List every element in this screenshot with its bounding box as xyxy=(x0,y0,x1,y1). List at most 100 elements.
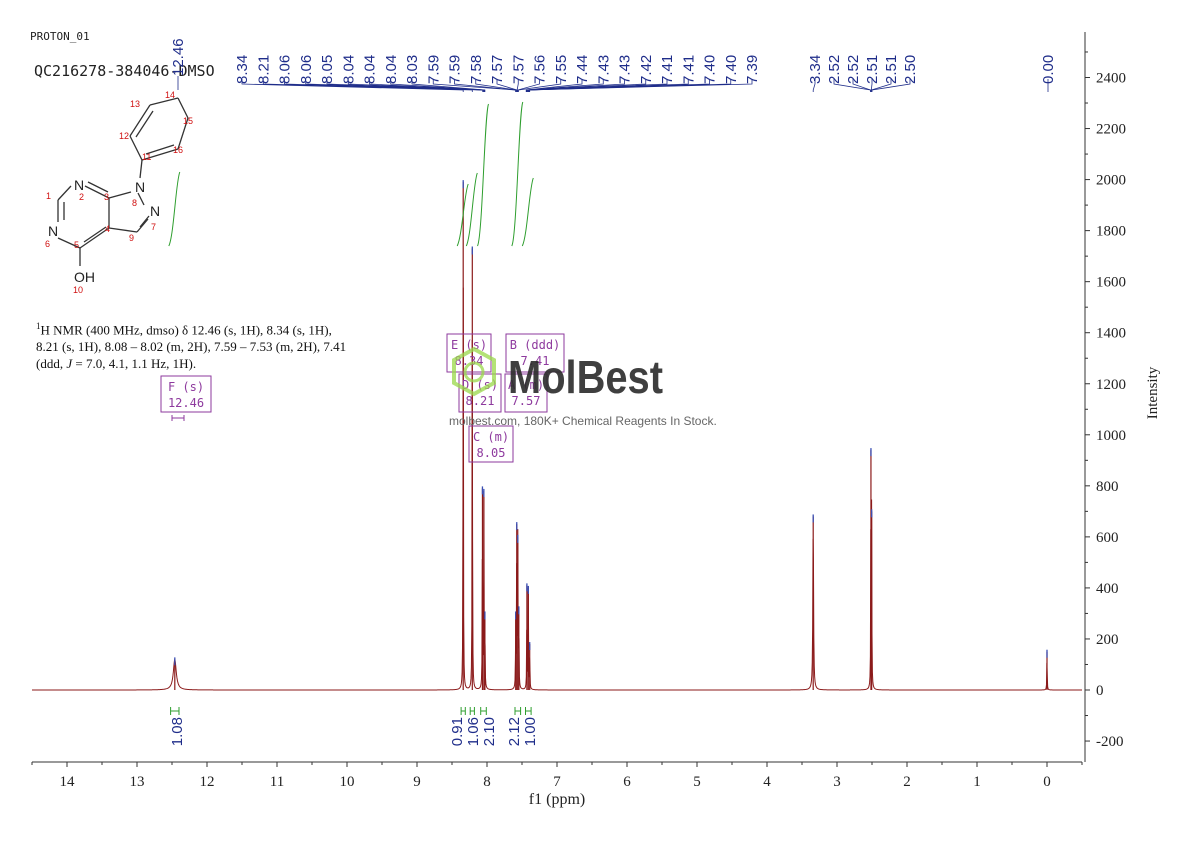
atom-number: 2 xyxy=(79,192,84,202)
aromatic-peak-label: 8.21 xyxy=(255,55,272,84)
bond xyxy=(141,148,179,161)
aromatic-peak-leader xyxy=(526,79,625,92)
x-tick-label: 5 xyxy=(693,774,701,790)
description-line-2: 8.21 (s, 1H), 8.08 – 8.02 (m, 2H), 7.59 … xyxy=(36,339,347,355)
peak-labels: 8.34 8.21 8.06 8.06 8.05 8.04 8.04 8.04 8.03 7.59… xyxy=(170,38,1057,690)
y-tick-label: -200 xyxy=(1096,734,1124,750)
y-tick-label: 2000 xyxy=(1096,173,1126,189)
aromatic-peak-label: 7.40 xyxy=(723,55,740,84)
aromatic-peak-label: 8.04 xyxy=(340,55,357,84)
bond xyxy=(57,237,81,249)
multiplet-label: B (ddd) xyxy=(510,338,561,352)
molecule-structure xyxy=(57,97,189,266)
multiplet-label: E (s) xyxy=(451,338,487,352)
bond xyxy=(83,226,107,243)
multiplet-value: 8.05 xyxy=(477,446,506,460)
aromatic-peak-leader xyxy=(241,79,464,92)
description-line-3a: (ddd, xyxy=(36,356,67,372)
solvent-peak-leader xyxy=(870,79,892,92)
aromatic-peak-label: 7.43 xyxy=(617,55,634,84)
y-tick-label: 1600 xyxy=(1096,275,1126,291)
x-tick-label: 10 xyxy=(340,774,355,790)
multiplet-box xyxy=(468,425,514,463)
multiplet-box xyxy=(160,375,212,413)
aromatic-peak-label: 7.55 xyxy=(553,55,570,84)
atom-number: 10 xyxy=(73,285,83,295)
multiplet-label: F (s) xyxy=(168,380,204,394)
bond xyxy=(108,227,138,233)
atom-number: 8 xyxy=(132,198,137,208)
bond xyxy=(139,159,143,179)
solvent-peak-label: 2.52 xyxy=(845,55,862,84)
nmr-description: 1H NMR (400 MHz, dmso) δ 12.46 (s, 1H), … xyxy=(36,318,396,372)
aromatic-peak-label: 7.59 xyxy=(425,55,442,84)
aromatic-peak-label: 7.40 xyxy=(702,55,719,84)
sample-name: QC216278-384046-DMSO xyxy=(34,62,215,80)
multiplet-box xyxy=(504,373,548,413)
aromatic-peak-leader xyxy=(262,79,473,92)
atom-number: 7 xyxy=(151,222,156,232)
atom-number: 3 xyxy=(104,192,109,202)
aromatic-peak-leader xyxy=(516,79,519,92)
description-line-1: H NMR (400 MHz, dmso) δ 12.46 (s, 1H), 8… xyxy=(40,322,332,338)
atom-n: N xyxy=(135,179,145,195)
x-tick-label: 13 xyxy=(130,774,145,790)
aromatic-peak-leader xyxy=(454,79,517,92)
integral-label: 1.08 xyxy=(169,717,186,746)
multiplet-value: 12.46 xyxy=(168,396,204,410)
x-tick-label: 11 xyxy=(270,774,284,790)
multiplet-box xyxy=(505,333,565,373)
solvent-peak-leader xyxy=(871,79,911,92)
bond xyxy=(139,215,150,228)
description-line-3b: = 7.0, 4.1, 1.1 Hz, 1H). xyxy=(72,356,197,372)
atom-number: 9 xyxy=(129,233,134,243)
aromatic-peak-label: 8.04 xyxy=(383,55,400,84)
atom-number: 13 xyxy=(130,99,140,109)
watermark-logo-inner-icon xyxy=(463,361,485,383)
aromatic-peak-leader xyxy=(529,79,753,92)
aromatic-peak-leader xyxy=(411,79,486,92)
aromatic-peak-label: 8.03 xyxy=(404,55,421,84)
multiplet-label: C (m) xyxy=(473,430,509,444)
watermark: MolBest xyxy=(452,346,663,403)
x-tick-label: 14 xyxy=(60,774,76,790)
solvent-peak-leader xyxy=(812,79,816,92)
axes: 14 13 12 11 10 9 8 7 6 5 4 3 2 1 024002200200018001600… xyxy=(31,32,1161,808)
solvent-peak-label: 2.51 xyxy=(864,55,881,84)
integral-label: 0.91 xyxy=(449,717,466,746)
aromatic-peak-label: 7.57 xyxy=(489,55,506,84)
aromatic-peak-label: 8.34 xyxy=(234,55,251,84)
watermark-brand: MolBest xyxy=(508,351,663,403)
y-tick-label: 1200 xyxy=(1096,377,1126,393)
y-tick-label: 0 xyxy=(1096,683,1104,699)
y-tick-label: 600 xyxy=(1096,530,1119,546)
x-axis-label: f1 (ppm) xyxy=(529,791,585,808)
aromatic-peak-leader xyxy=(518,79,562,92)
integral-label: 1.06 xyxy=(465,717,482,746)
solvent-peak-label: 3.34 xyxy=(807,55,824,84)
aromatic-peak-leader xyxy=(525,79,583,92)
aromatic-peak-leader xyxy=(475,79,517,92)
aromatic-peak-label: 7.42 xyxy=(638,55,655,84)
aromatic-peak-leader xyxy=(326,79,484,92)
y-tick-label: 200 xyxy=(1096,632,1119,648)
aromatic-peak-label: 7.39 xyxy=(744,55,761,84)
solvent-peak-label: 2.52 xyxy=(826,55,843,84)
atom-number: 14 xyxy=(165,90,175,100)
aromatic-peak-label: 7.44 xyxy=(574,55,591,84)
aromatic-peak-leader xyxy=(390,79,485,92)
aromatic-peak-label: 7.56 xyxy=(532,55,549,84)
bond xyxy=(177,117,189,150)
multiplet-annotations: F (s)12.46E (s)8.34D (s)8.21C (m)8.05B (… xyxy=(160,333,565,463)
y-tick-label: 1400 xyxy=(1096,326,1126,342)
aromatic-peak-label: 8.06 xyxy=(298,55,315,84)
bond xyxy=(137,192,145,206)
aromatic-peak-label: 7.57 xyxy=(510,55,527,84)
bond xyxy=(129,135,143,161)
integral-label: 1.00 xyxy=(522,717,539,746)
y-tick-label: 1800 xyxy=(1096,224,1126,240)
description-coupling-symbol: J xyxy=(66,356,73,372)
atom-number: 15 xyxy=(183,116,193,126)
watermark-tagline: molbest.com, 180K+ Chemical Reagents In … xyxy=(449,414,717,428)
atom-n: N xyxy=(48,223,58,239)
